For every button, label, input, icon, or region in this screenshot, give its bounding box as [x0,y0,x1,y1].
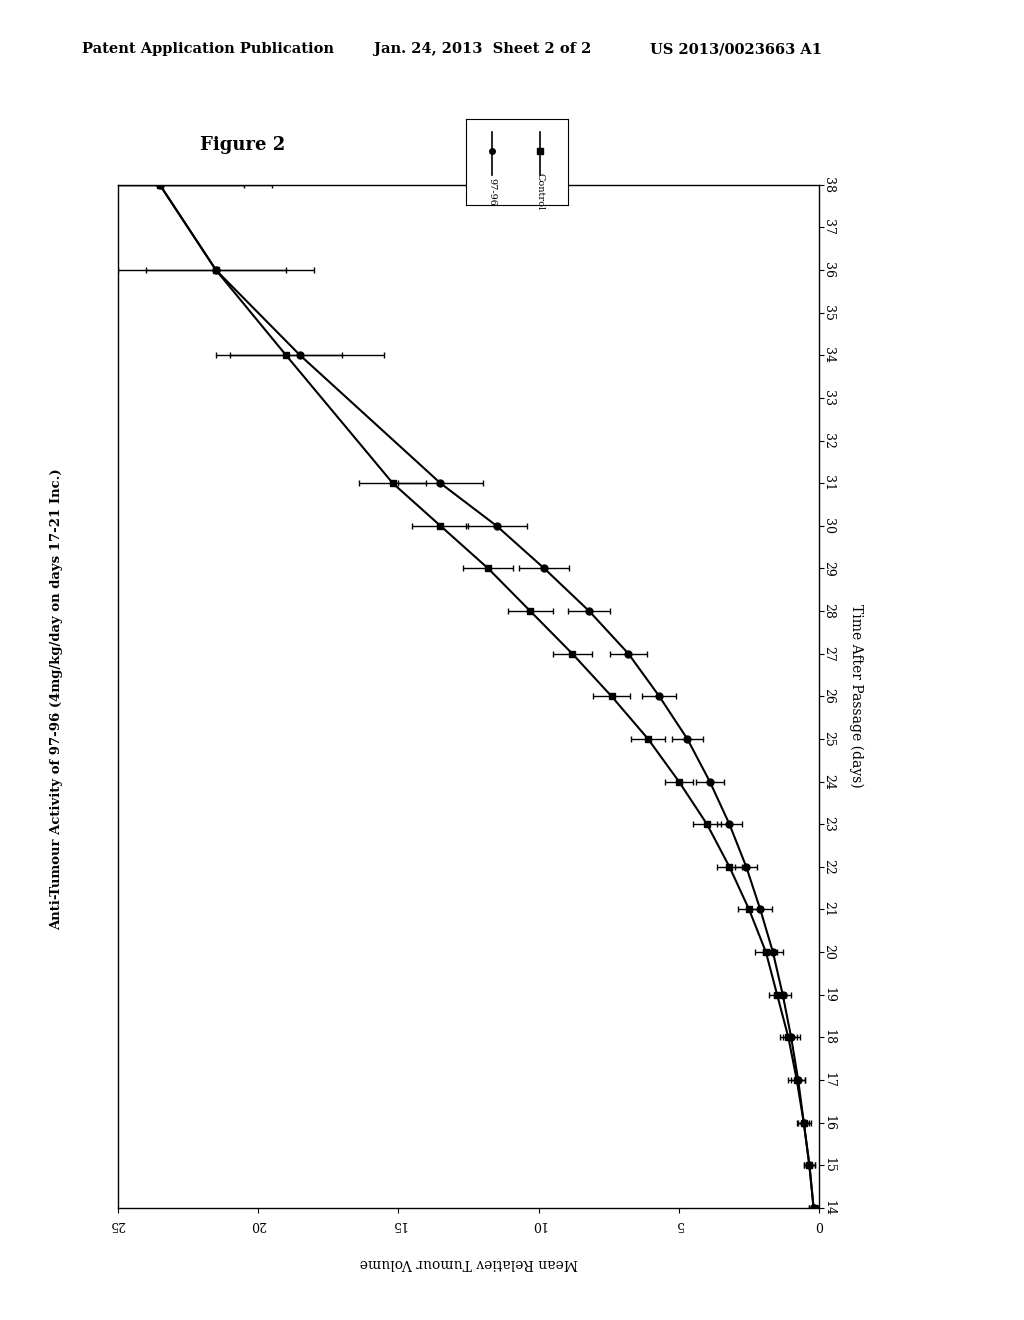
X-axis label: Mean Relatiev Tumour Volume: Mean Relatiev Tumour Volume [359,1255,578,1270]
Text: US 2013/0023663 A1: US 2013/0023663 A1 [650,42,822,57]
Text: 97-96: 97-96 [487,178,496,206]
Text: Jan. 24, 2013  Sheet 2 of 2: Jan. 24, 2013 Sheet 2 of 2 [374,42,591,57]
Text: Figure 2: Figure 2 [200,136,285,154]
Text: Patent Application Publication: Patent Application Publication [82,42,334,57]
Text: Control: Control [536,173,544,210]
Y-axis label: Time After Passage (days): Time After Passage (days) [849,605,863,788]
Text: Anti-Tumour Activity of 97-96 (4mg/kg/day on days 17-21 Inc.): Anti-Tumour Activity of 97-96 (4mg/kg/da… [50,469,62,931]
